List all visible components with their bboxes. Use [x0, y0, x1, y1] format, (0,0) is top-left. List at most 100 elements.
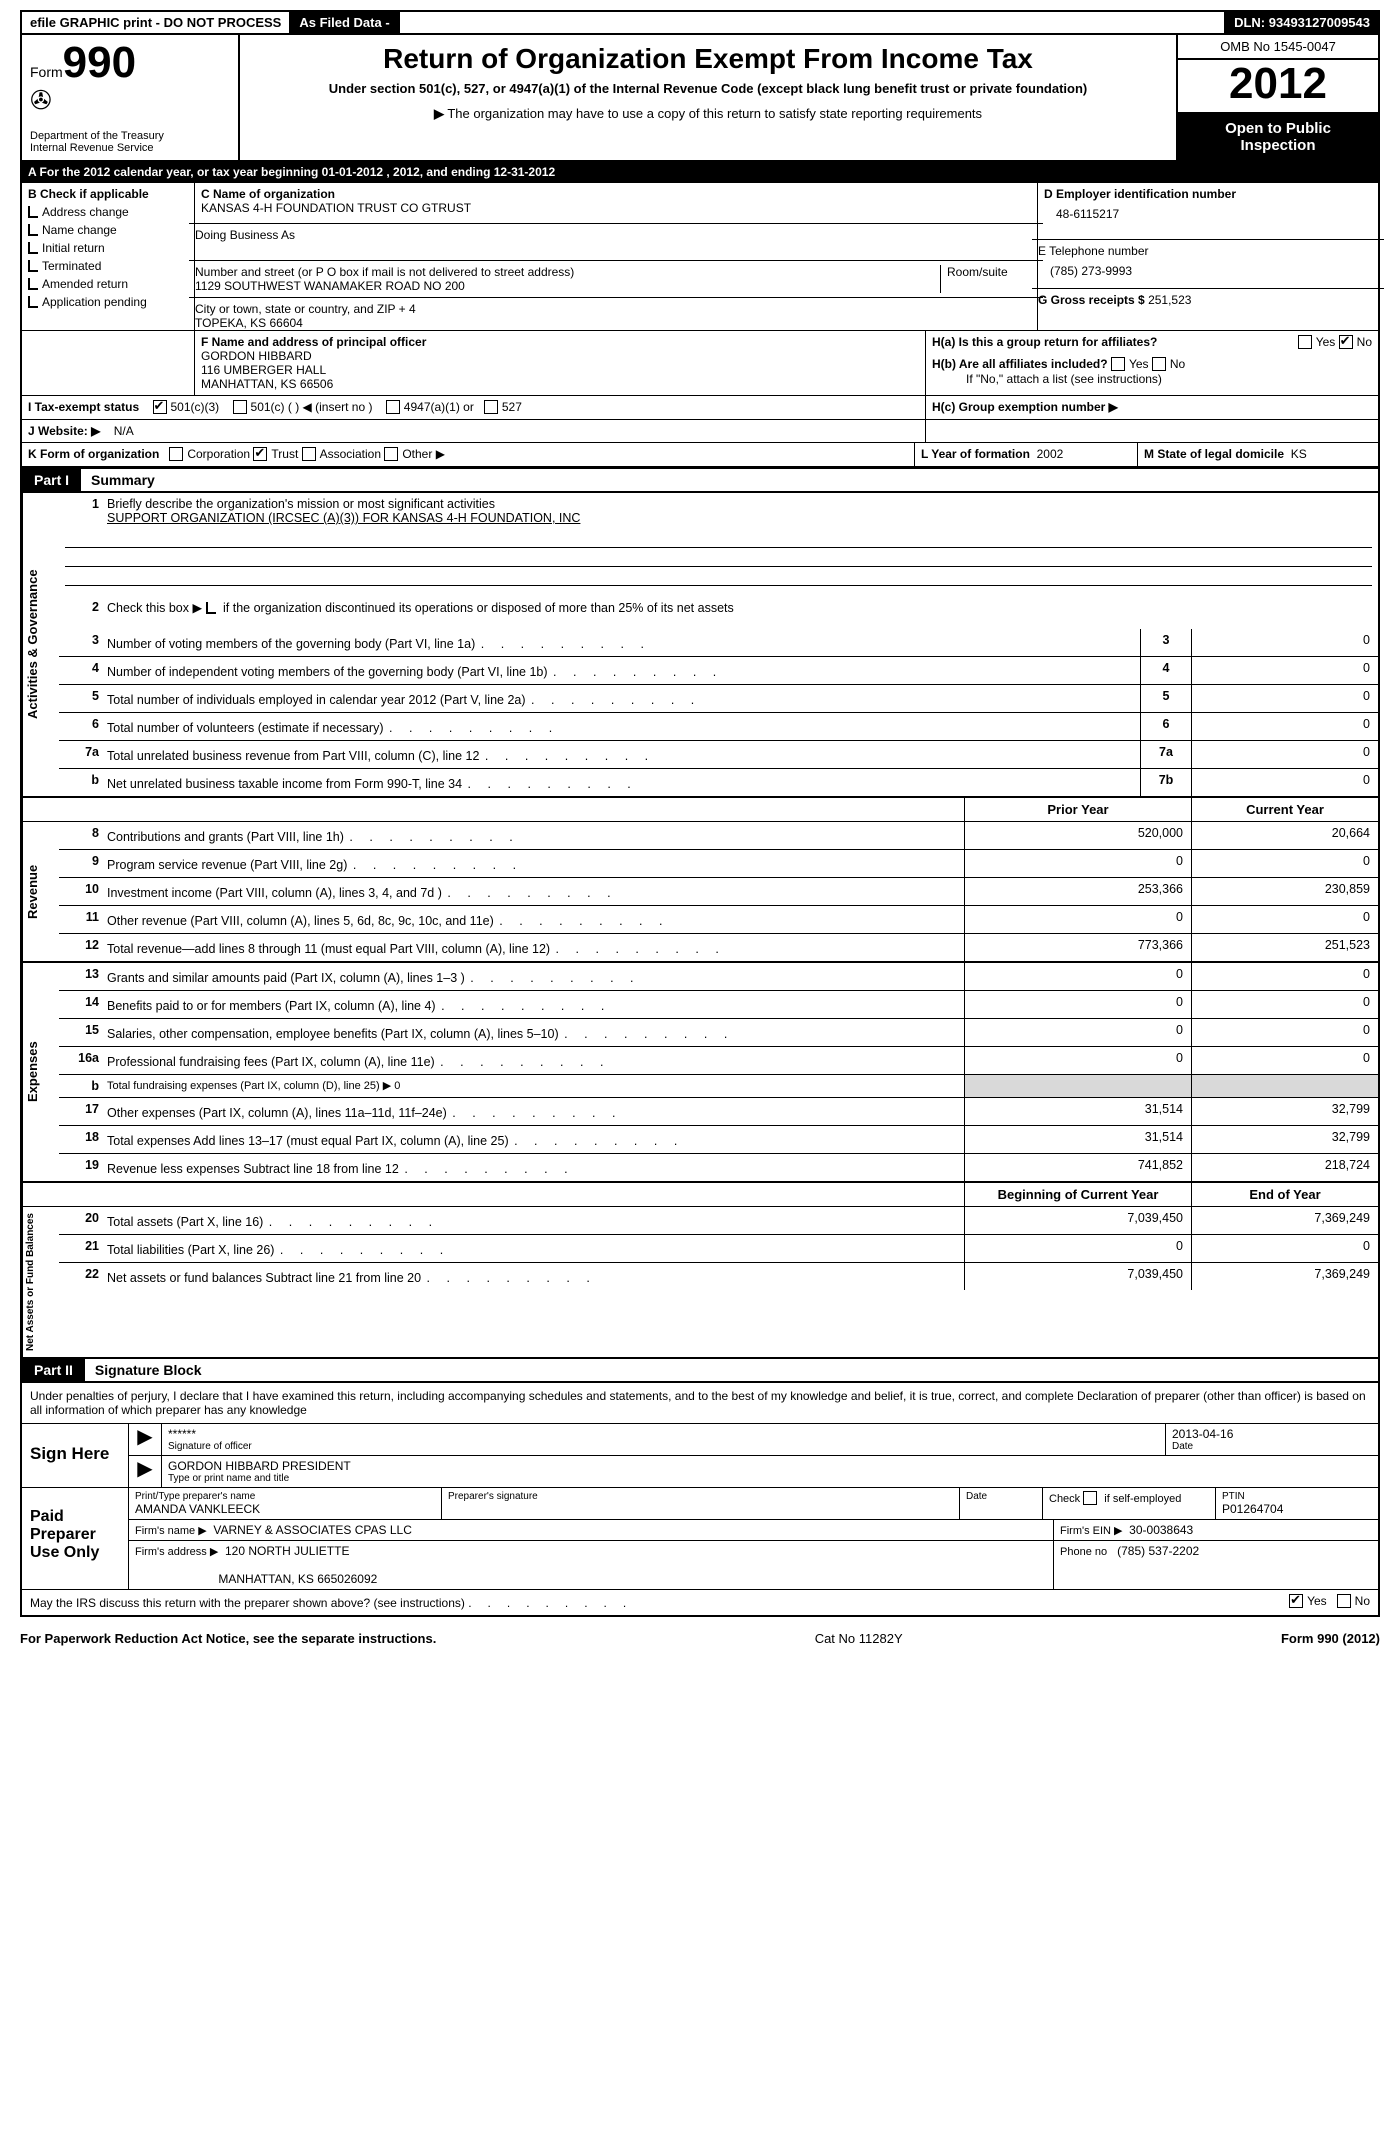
city-value: TOPEKA, KS 66604	[195, 316, 303, 330]
row-value: 0	[1192, 769, 1378, 796]
part-1-title: Summary	[81, 469, 165, 491]
form-org-label: K Form of organization	[28, 447, 159, 461]
line-j: J Website: ▶ N/A	[20, 419, 1380, 442]
chk-527[interactable]	[484, 400, 498, 414]
row-num: 15	[59, 1019, 103, 1046]
phone-value: (785) 273-9993	[1038, 258, 1378, 284]
row-value: 0	[1192, 741, 1378, 768]
note-text: The organization may have to use a copy …	[447, 106, 982, 121]
arrow-icon: ▶	[434, 106, 444, 121]
chk-4947[interactable]	[386, 400, 400, 414]
chk-other[interactable]	[384, 447, 398, 461]
hb-yes-checkbox[interactable]	[1111, 357, 1125, 371]
side-revenue: Revenue	[22, 822, 59, 961]
chk-501c3[interactable]	[153, 400, 167, 414]
row-key: 6	[1140, 713, 1192, 740]
box-b: B Check if applicable Address change Nam…	[22, 183, 195, 330]
side-expenses: Expenses	[22, 963, 59, 1181]
side-net: Net Assets or Fund Balances	[22, 1207, 59, 1357]
preparer-name-field[interactable]: Print/Type preparer's name AMANDA VANKLE…	[129, 1488, 442, 1519]
discuss-yes-checkbox[interactable]	[1289, 1594, 1303, 1608]
row-prior: 7,039,450	[964, 1207, 1191, 1234]
row-current: 0	[1191, 906, 1378, 933]
chk-address-change[interactable]: Address change	[28, 205, 188, 219]
mission-blank-1	[65, 529, 1372, 548]
ein-label: D Employer identification number	[1044, 187, 1236, 201]
form-number: 990	[63, 38, 136, 87]
row-num: 10	[59, 878, 103, 905]
website-value: N/A	[114, 424, 134, 438]
summary-row: 20Total assets (Part X, line 16)7,039,45…	[59, 1207, 1378, 1235]
summary-row: 9Program service revenue (Part VIII, lin…	[59, 850, 1378, 878]
line-klm: K Form of organization Corporation Trust…	[20, 442, 1380, 468]
row-num: 6	[59, 713, 103, 740]
self-employed-field[interactable]: Check if self-employed	[1043, 1488, 1216, 1519]
chk-application-pending[interactable]: Application pending	[28, 295, 188, 309]
officer-name-field[interactable]: GORDON HIBBARD PRESIDENT Type or print n…	[162, 1456, 1378, 1487]
row-text: Benefits paid to or for members (Part IX…	[103, 991, 964, 1018]
preparer-sig-field[interactable]: Preparer's signature	[442, 1488, 960, 1519]
col-end: End of Year	[1191, 1183, 1378, 1206]
side-activities: Activities & Governance	[22, 493, 59, 796]
section-net-assets: Net Assets or Fund Balances 20Total asse…	[20, 1207, 1380, 1359]
row-text: Revenue less expenses Subtract line 18 f…	[103, 1154, 964, 1181]
row-prior: 31,514	[964, 1126, 1191, 1153]
chk-corp[interactable]	[169, 447, 183, 461]
ha-no-checkbox[interactable]	[1339, 335, 1353, 349]
chk-trust[interactable]	[253, 447, 267, 461]
perjury-statement: Under penalties of perjury, I declare th…	[22, 1383, 1378, 1424]
chk-terminated[interactable]: Terminated	[28, 259, 188, 273]
row-key: 3	[1140, 629, 1192, 656]
summary-row: 10Investment income (Part VIII, column (…	[59, 878, 1378, 906]
header-right: OMB No 1545-0047 2012 Open to Public Ins…	[1176, 35, 1378, 160]
chk-self-employed[interactable]	[1083, 1491, 1097, 1505]
row-current: 0	[1191, 850, 1378, 877]
open-line1: Open to Public	[1225, 120, 1331, 137]
row-num: 13	[59, 963, 103, 990]
part-2-tag: Part II	[22, 1359, 85, 1381]
row-num: 9	[59, 850, 103, 877]
row-current: 0	[1191, 963, 1378, 990]
row-current: 7,369,249	[1191, 1263, 1378, 1290]
dept-treasury: Department of the Treasury	[30, 130, 230, 142]
chk-501c[interactable]	[233, 400, 247, 414]
row-prior: 0	[964, 1019, 1191, 1046]
row-current: 0	[1191, 1047, 1378, 1074]
officer-signature-field[interactable]: ****** Signature of officer	[162, 1424, 1166, 1455]
chk-name-change[interactable]: Name change	[28, 223, 188, 237]
row-key: 5	[1140, 685, 1192, 712]
part-2-title: Signature Block	[85, 1359, 212, 1381]
footer-right: Form 990 (2012)	[1281, 1631, 1380, 1646]
firm-addr-field: Firm's address ▶ 120 NORTH JULIETTE MANH…	[129, 1541, 1054, 1589]
org-name-label: C Name of organization	[201, 187, 335, 201]
chk-initial-return[interactable]: Initial return	[28, 241, 188, 255]
summary-row: 22Net assets or fund balances Subtract l…	[59, 1263, 1378, 1290]
row-prior: 0	[964, 991, 1191, 1018]
hb-no-checkbox[interactable]	[1152, 357, 1166, 371]
discuss-no-checkbox[interactable]	[1337, 1594, 1351, 1608]
row-text: Total number of individuals employed in …	[103, 685, 1140, 712]
row-prior: 0	[964, 963, 1191, 990]
chk-amended[interactable]: Amended return	[28, 277, 188, 291]
col-current: Current Year	[1191, 798, 1378, 821]
ha-yes-checkbox[interactable]	[1298, 335, 1312, 349]
boxes-fh: F Name and address of principal officer …	[20, 330, 1380, 395]
row-num: 4	[59, 657, 103, 684]
ptin-field: PTIN P01264704	[1216, 1488, 1378, 1519]
line-i: I Tax-exempt status 501(c)(3) 501(c) ( )…	[20, 395, 1380, 419]
chk-discontinued[interactable]	[206, 602, 216, 614]
row-current: 20,664	[1191, 822, 1378, 849]
open-to-public: Open to Public Inspection	[1178, 114, 1378, 160]
row-key: 7b	[1140, 769, 1192, 796]
summary-row: 3Number of voting members of the governi…	[59, 629, 1378, 657]
signature-date-field[interactable]: 2013-04-16 Date	[1166, 1424, 1378, 1455]
row-text: Total number of volunteers (estimate if …	[103, 713, 1140, 740]
row-text: Total assets (Part X, line 16)	[103, 1207, 964, 1234]
arrow-icon: ▶	[129, 1456, 162, 1487]
row-prior	[964, 1075, 1191, 1097]
chk-assoc[interactable]	[302, 447, 316, 461]
dln-value: 93493127009543	[1269, 15, 1370, 30]
row-current: 7,369,249	[1191, 1207, 1378, 1234]
prep-date-field[interactable]: Date	[960, 1488, 1043, 1519]
state-domicile-label: M State of legal domicile	[1144, 447, 1284, 461]
